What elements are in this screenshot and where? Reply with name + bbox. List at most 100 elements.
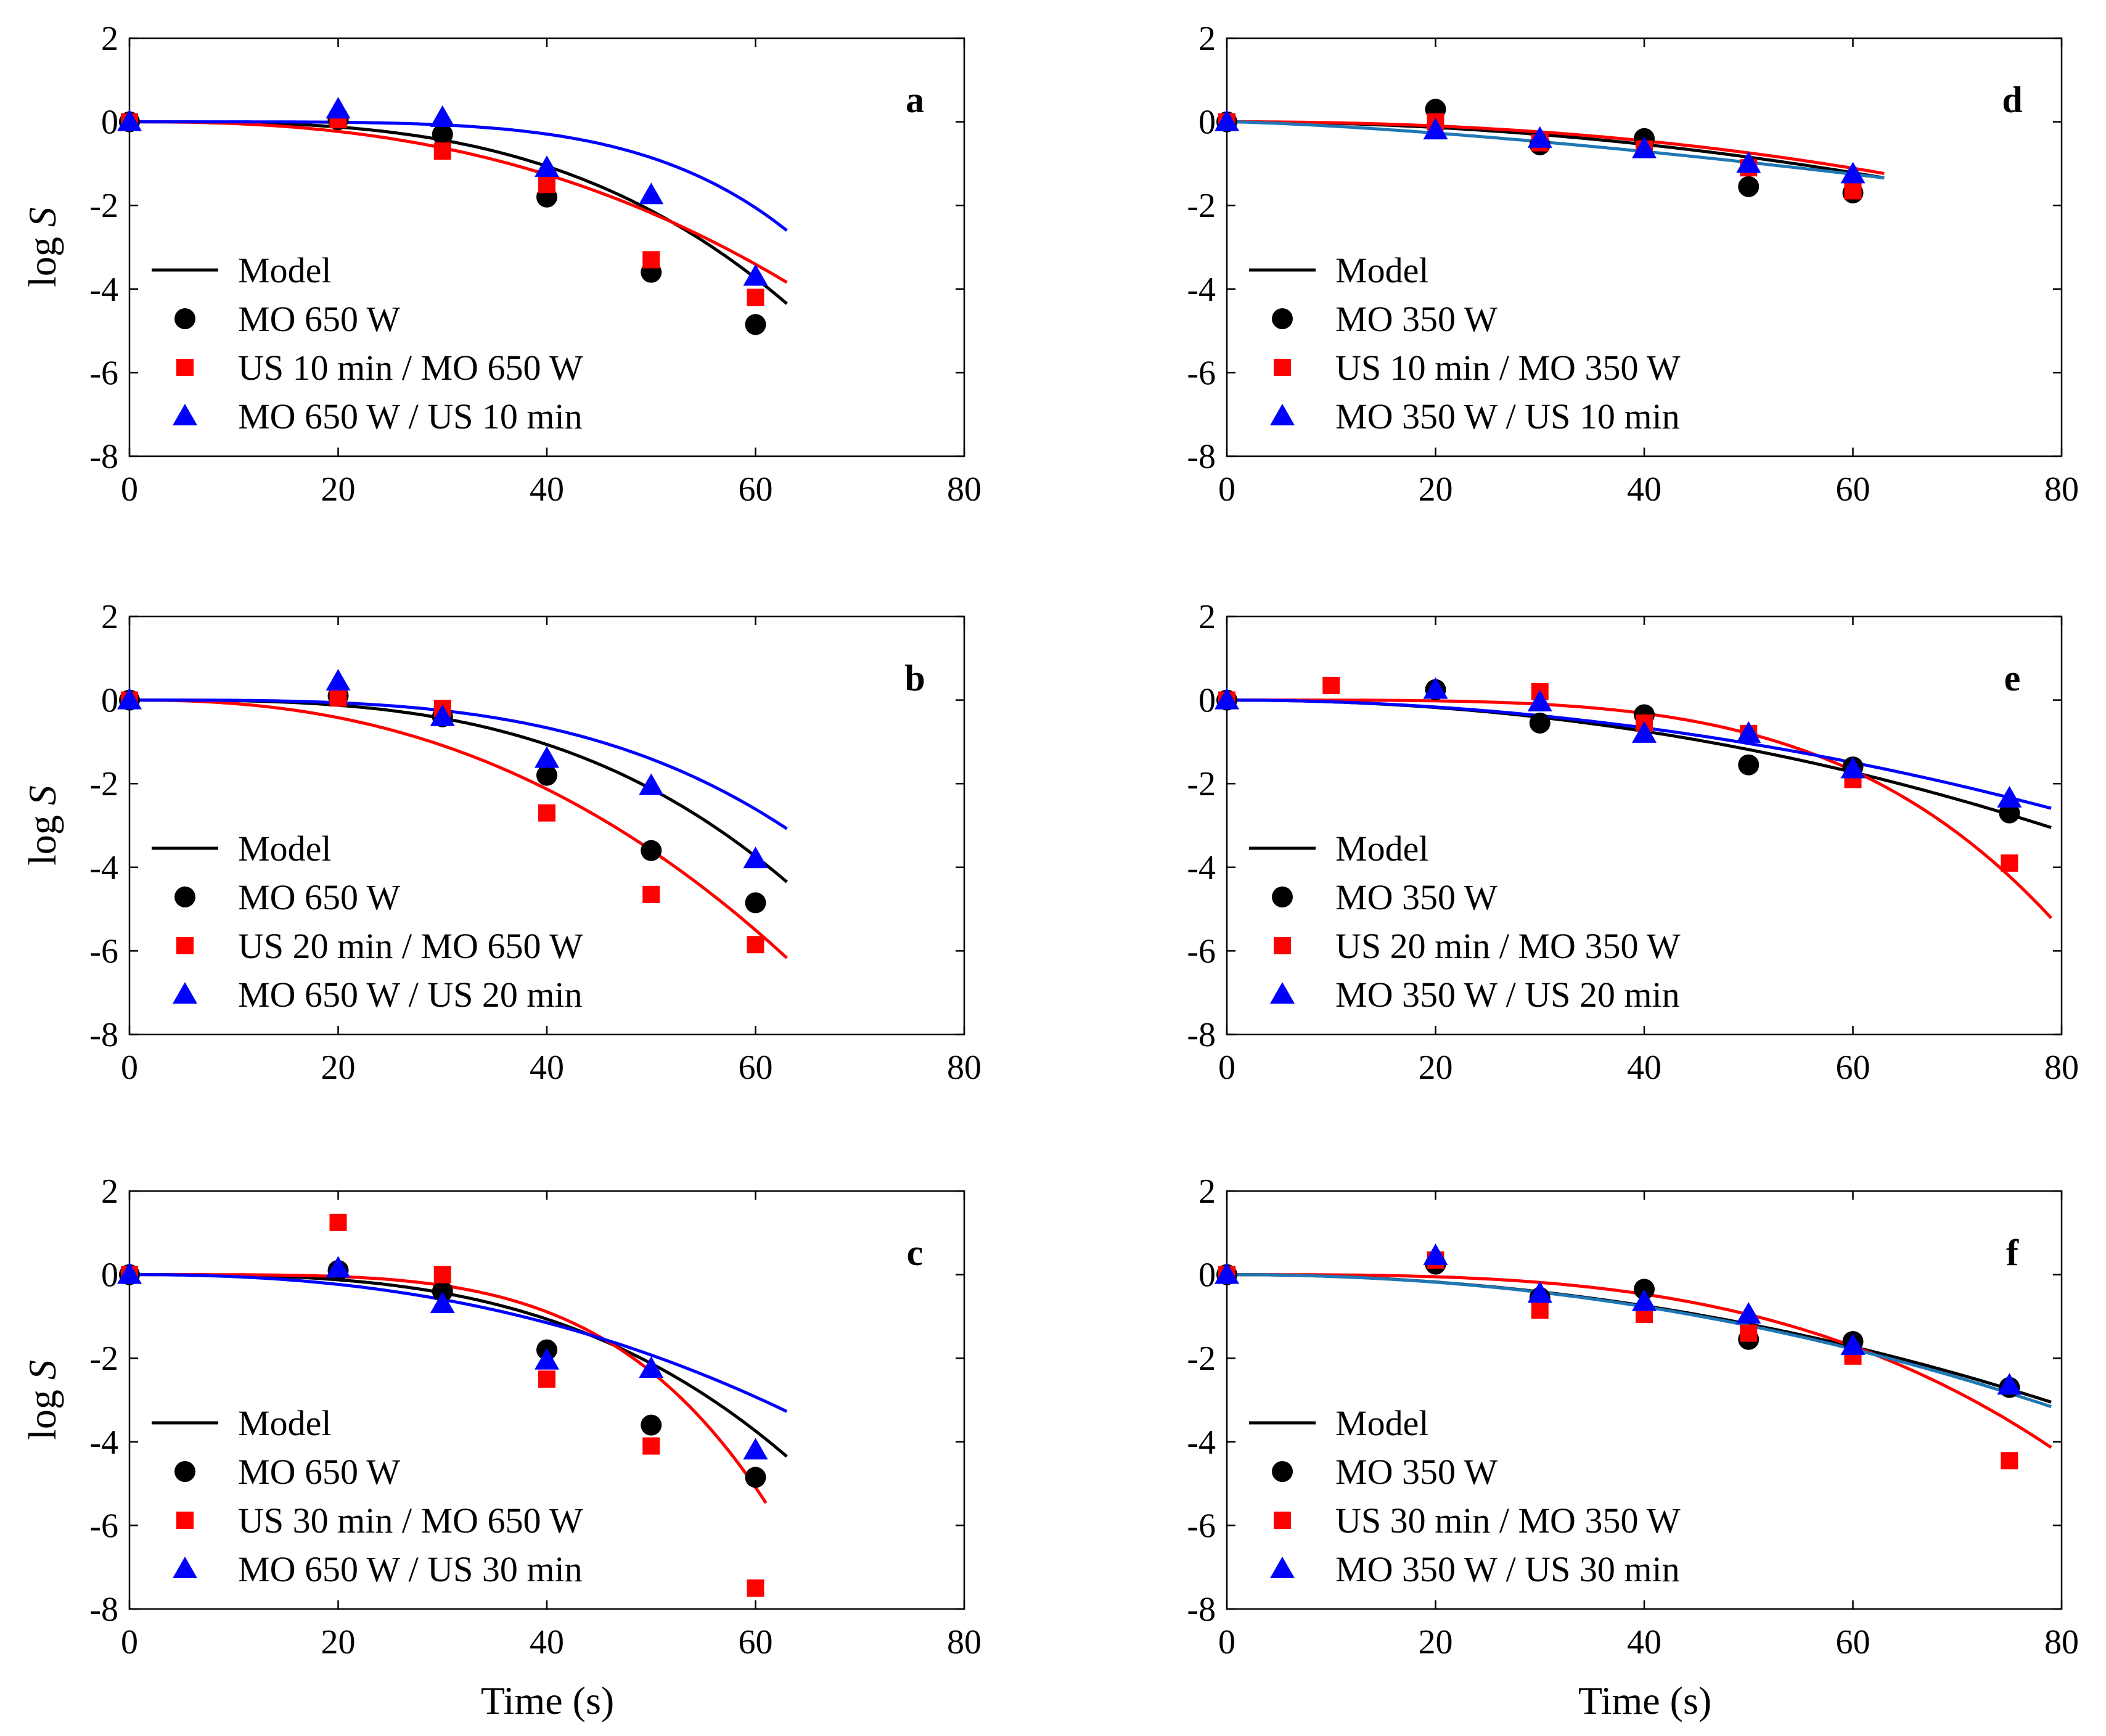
y-tick-label: -6 bbox=[89, 1507, 118, 1545]
legend: Model MO 650 W US 20 min / MO 650 W MO 650 … bbox=[152, 829, 583, 1015]
x-axis-title-left: Time (s) bbox=[481, 1679, 614, 1722]
data-point-square bbox=[329, 689, 347, 707]
legend-swatch-triangle bbox=[1270, 982, 1295, 1004]
legend-label: MO 650 W / US 30 min bbox=[238, 1549, 583, 1589]
y-tick-label: -4 bbox=[1187, 1423, 1216, 1462]
x-tick-label: 0 bbox=[1218, 470, 1235, 509]
legend-label: US 30 min / MO 650 W bbox=[238, 1501, 583, 1541]
x-tick-label: 60 bbox=[739, 470, 773, 509]
y-tick-label: -2 bbox=[89, 187, 118, 225]
data-point-triangle bbox=[1527, 126, 1552, 148]
data-point-triangle bbox=[743, 264, 768, 286]
y-tick-label: -4 bbox=[89, 1423, 118, 1462]
x-tick-label: 80 bbox=[2044, 1623, 2079, 1661]
model-line-triangle bbox=[129, 1273, 788, 1413]
legend: Model MO 350 W US 10 min / MO 350 W MO 350 … bbox=[1249, 250, 1681, 436]
legend-label: MO 650 W / US 10 min bbox=[238, 396, 583, 436]
y-tick-label: -8 bbox=[1187, 438, 1216, 476]
legend: Model MO 350 W US 20 min / MO 350 W MO 350 … bbox=[1249, 829, 1681, 1015]
x-tick-label: 40 bbox=[1627, 470, 1661, 509]
data-point-square bbox=[2001, 854, 2018, 872]
data-point-triangle bbox=[1840, 756, 1866, 779]
legend-label: US 20 min / MO 350 W bbox=[1335, 926, 1681, 966]
y-axis-title: log S bbox=[20, 207, 64, 287]
data-point-triangle bbox=[535, 155, 559, 178]
data-point-circle bbox=[432, 123, 453, 145]
y-tick-label: 2 bbox=[101, 598, 118, 636]
data-points bbox=[1215, 676, 2022, 872]
data-point-triangle bbox=[1736, 151, 1761, 173]
legend-swatch-square bbox=[176, 1512, 194, 1529]
x-tick-label: 80 bbox=[947, 1623, 981, 1661]
y-axis-title-var: S bbox=[20, 207, 64, 227]
legend-swatch-circle bbox=[1272, 1461, 1293, 1482]
legend-swatch-triangle bbox=[173, 982, 197, 1004]
plot-frame bbox=[128, 1190, 965, 1610]
y-axis-title-var: S bbox=[20, 1360, 64, 1380]
y-tick-label: -6 bbox=[89, 354, 118, 392]
panel-letter: d bbox=[2002, 80, 2022, 120]
data-points bbox=[117, 1213, 768, 1597]
data-point-square bbox=[747, 1579, 764, 1597]
legend-label: MO 650 W bbox=[238, 1452, 400, 1492]
x-tick-label: 20 bbox=[321, 470, 356, 509]
legend-label: MO 350 W bbox=[1335, 299, 1498, 339]
legend-label: Model bbox=[238, 1403, 331, 1443]
legend-swatch-circle bbox=[174, 1461, 195, 1482]
data-point-circle bbox=[641, 1414, 662, 1436]
data-point-triangle bbox=[1632, 136, 1657, 158]
y-tick-label: 2 bbox=[1198, 20, 1216, 58]
data-point-square bbox=[747, 289, 764, 306]
x-tick-label: 60 bbox=[1836, 1623, 1870, 1661]
model-curves bbox=[1227, 120, 1885, 180]
data-point-triangle bbox=[1997, 1373, 2022, 1395]
data-point-triangle bbox=[117, 109, 142, 131]
y-tick-label: -2 bbox=[89, 1340, 118, 1378]
y-tick-label: -6 bbox=[1187, 932, 1216, 970]
legend-swatch-triangle bbox=[173, 1557, 197, 1578]
plot-frame bbox=[1226, 1190, 2063, 1610]
legend-label: MO 350 W / US 20 min bbox=[1335, 975, 1680, 1015]
legend-swatch-triangle bbox=[1270, 1557, 1295, 1578]
y-axis-title: log S bbox=[20, 785, 64, 866]
data-point-triangle bbox=[639, 773, 664, 795]
legend-label: MO 650 W bbox=[238, 877, 400, 917]
data-point-triangle bbox=[1215, 687, 1239, 710]
model-line-circle bbox=[129, 120, 788, 305]
data-point-triangle bbox=[1736, 1302, 1761, 1324]
model-curves bbox=[129, 698, 788, 959]
data-point-triangle bbox=[1527, 689, 1552, 711]
legend: Model MO 650 W US 10 min / MO 650 W MO 650 … bbox=[152, 250, 583, 436]
data-point-square bbox=[2001, 1452, 2018, 1470]
panel-letter: a bbox=[906, 80, 924, 120]
data-point-triangle bbox=[535, 746, 559, 768]
legend-swatch-circle bbox=[1272, 308, 1293, 329]
x-tick-label: 40 bbox=[1627, 1049, 1661, 1087]
y-axis-title-log: log bbox=[20, 1380, 64, 1440]
x-tick-label: 60 bbox=[1836, 1049, 1870, 1087]
x-tick-label: 80 bbox=[2044, 1049, 2079, 1087]
x-tick-label: 0 bbox=[121, 470, 138, 509]
y-tick-label: 2 bbox=[101, 20, 118, 58]
data-point-triangle bbox=[326, 1256, 351, 1278]
data-point-triangle bbox=[1423, 1243, 1448, 1266]
model-line-square bbox=[1227, 120, 1885, 175]
x-tick-label: 20 bbox=[321, 1623, 356, 1661]
legend-label: Model bbox=[238, 250, 331, 290]
data-point-triangle bbox=[430, 704, 455, 726]
y-tick-label: 2 bbox=[101, 1173, 118, 1211]
y-tick-label: -2 bbox=[89, 765, 118, 803]
x-tick-label: 20 bbox=[1419, 470, 1453, 509]
y-tick-label: -2 bbox=[1187, 1340, 1216, 1378]
data-points bbox=[1215, 1243, 2022, 1470]
legend-label: US 20 min / MO 650 W bbox=[238, 926, 583, 966]
data-point-circle bbox=[745, 314, 766, 335]
data-point-square bbox=[538, 1370, 555, 1388]
model-line-triangle bbox=[1227, 120, 1885, 180]
data-point-circle bbox=[536, 764, 557, 786]
legend-label: Model bbox=[1335, 1403, 1428, 1443]
